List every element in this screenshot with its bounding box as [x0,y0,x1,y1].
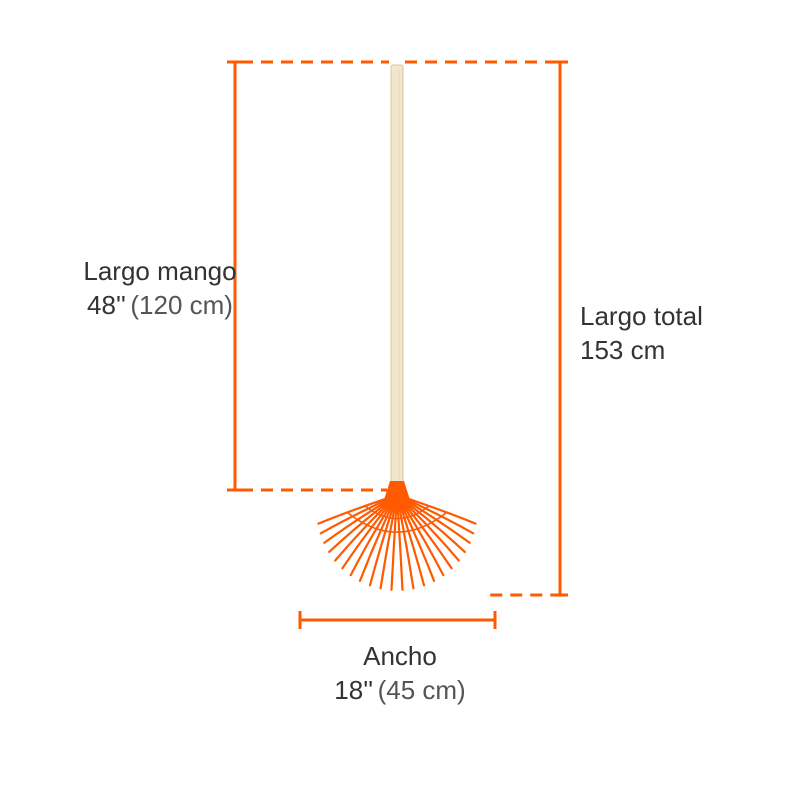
label-total-length-primary: 153 cm [580,334,760,368]
label-handle-length-title: Largo mango [70,255,250,289]
label-width-primary: 18'' [334,675,373,705]
label-handle-length: Largo mango 48'' (120 cm) [70,255,250,323]
label-handle-length-secondary: (120 cm) [130,290,233,320]
label-handle-length-primary: 48'' [87,290,126,320]
label-total-length: Largo total 153 cm [580,300,760,368]
label-width-title: Ancho [310,640,490,674]
label-width-secondary: (45 cm) [378,675,466,705]
label-width: Ancho 18'' (45 cm) [310,640,490,708]
label-total-length-title: Largo total [580,300,760,334]
